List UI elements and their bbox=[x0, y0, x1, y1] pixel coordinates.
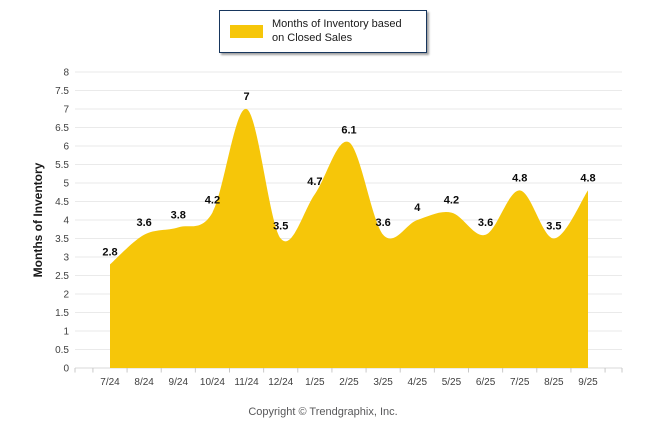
data-label: 3.6 bbox=[136, 217, 151, 229]
y-axis-title: Months of Inventory bbox=[31, 162, 45, 278]
x-tick-label: 7/24 bbox=[100, 377, 120, 388]
x-tick-label: 9/24 bbox=[169, 377, 189, 388]
x-tick-label: 5/25 bbox=[442, 377, 462, 388]
x-tick-label: 4/25 bbox=[408, 377, 428, 388]
legend-label: Months of Inventory based on Closed Sale… bbox=[272, 18, 402, 45]
y-axis-labels: 0 0.5 1 1.5 2 2.5 3 3.5 4 4.5 5 5.5 6 6.5 7 7.5 8 bbox=[55, 68, 69, 375]
data-label: 3.8 bbox=[171, 209, 186, 221]
data-label: 4.8 bbox=[580, 172, 595, 184]
y-tick-label: 7.5 bbox=[55, 86, 69, 97]
data-label: 3.6 bbox=[478, 217, 493, 229]
x-tick-label: 7/25 bbox=[510, 377, 530, 388]
y-tick-label: 4 bbox=[63, 216, 69, 227]
x-tick-label: 3/25 bbox=[373, 377, 393, 388]
y-tick-label: 6 bbox=[63, 142, 69, 153]
x-tick-label: 8/24 bbox=[134, 377, 154, 388]
area-series bbox=[110, 108, 588, 368]
data-label: 3.5 bbox=[546, 221, 561, 233]
y-tick-label: 4.5 bbox=[55, 197, 69, 208]
x-tick-label: 11/24 bbox=[234, 377, 259, 388]
y-tick-label: 2.5 bbox=[55, 271, 69, 282]
y-tick-label: 3 bbox=[63, 253, 69, 264]
y-tick-label: 0 bbox=[63, 364, 69, 375]
y-tick-label: 0.5 bbox=[55, 345, 69, 356]
x-tick-label: 8/25 bbox=[544, 377, 564, 388]
y-tick-label: 8 bbox=[63, 68, 69, 79]
y-tick-label: 3.5 bbox=[55, 234, 69, 245]
x-tick-label: 1/25 bbox=[305, 377, 325, 388]
data-labels: 2.8 3.6 3.8 4.2 7 3.5 4.7 6.1 3.6 4 4.2 3.6 4.8 3.5 4.… bbox=[102, 91, 595, 258]
data-label: 4.7 bbox=[307, 176, 322, 188]
data-label: 2.8 bbox=[102, 246, 117, 258]
x-tick-label: 6/25 bbox=[476, 377, 496, 388]
x-axis-ticks bbox=[74, 368, 623, 373]
x-tick-label: 12/24 bbox=[268, 377, 293, 388]
y-tick-label: 7 bbox=[63, 105, 69, 116]
data-label: 4.2 bbox=[205, 195, 220, 207]
copyright-text: Copyright © Trendgraphix, Inc. bbox=[248, 406, 398, 418]
legend-swatch bbox=[230, 24, 263, 38]
data-label: 3.6 bbox=[375, 217, 390, 229]
data-label: 7 bbox=[244, 91, 250, 103]
y-tick-label: 1 bbox=[63, 327, 69, 338]
x-tick-label: 10/24 bbox=[200, 377, 225, 388]
data-label: 3.5 bbox=[273, 221, 288, 233]
x-tick-label: 2/25 bbox=[339, 377, 359, 388]
y-tick-label: 5 bbox=[63, 179, 69, 190]
data-label: 4 bbox=[414, 202, 421, 214]
x-tick-label: 9/25 bbox=[578, 377, 598, 388]
data-label: 6.1 bbox=[341, 124, 356, 136]
y-tick-label: 5.5 bbox=[55, 160, 69, 171]
data-label: 4.8 bbox=[512, 172, 527, 184]
x-axis-labels: 7/24 8/24 9/24 10/24 11/24 12/24 1/25 2/25 3/25 4… bbox=[100, 377, 598, 388]
y-tick-label: 1.5 bbox=[55, 308, 69, 319]
y-tick-label: 2 bbox=[63, 290, 69, 301]
y-tick-label: 6.5 bbox=[55, 123, 69, 134]
legend: Months of Inventory based on Closed Sale… bbox=[219, 10, 427, 53]
data-label: 4.2 bbox=[444, 195, 459, 207]
